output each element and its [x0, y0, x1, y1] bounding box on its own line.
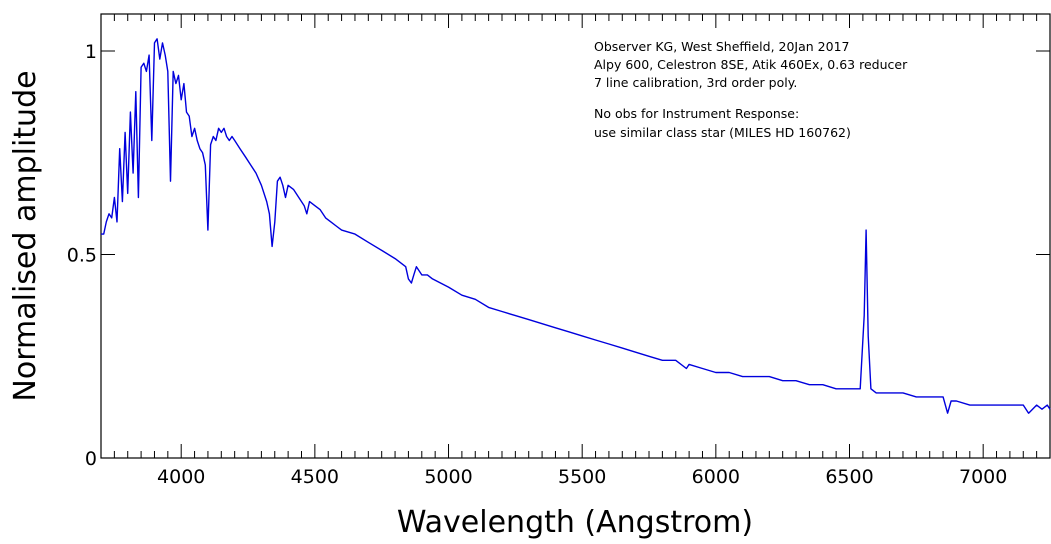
note-line-1: Observer KG, West Sheffield, 20Jan 2017 — [594, 39, 850, 54]
x-tick-label: 6000 — [692, 466, 740, 488]
y-tick-label: 1 — [85, 41, 97, 63]
x-tick-label: 5500 — [558, 466, 606, 488]
plot-area — [100, 13, 1051, 459]
note-line-2: Alpy 600, Celestron 8SE, Atik 460Ex, 0.6… — [594, 57, 908, 72]
x-tick-label: 6500 — [825, 466, 873, 488]
x-tick-label: 5000 — [424, 466, 472, 488]
note-line-4: No obs for Instrument Response: — [594, 106, 799, 121]
note-line-3: 7 line calibration, 3rd order poly. — [594, 75, 797, 90]
x-tick-label: 7000 — [959, 466, 1007, 488]
x-tick-label: 4500 — [291, 466, 339, 488]
x-tick-label: 4000 — [157, 466, 205, 488]
y-axis-title: Normalised amplitude — [8, 70, 43, 401]
x-axis-title: Wavelength (Angstrom) — [397, 505, 753, 540]
note-line-5: use similar class star (MILES HD 160762) — [594, 125, 851, 140]
y-tick-label: 0 — [85, 448, 97, 470]
axis-tick-labels: 4000 4500 5000 5500 6000 6500 7000 0 0.5 1 — [67, 41, 1008, 488]
y-tick-label: 0.5 — [67, 245, 97, 267]
spectrum-line — [101, 38, 1051, 414]
axis-ticks — [101, 14, 1051, 459]
